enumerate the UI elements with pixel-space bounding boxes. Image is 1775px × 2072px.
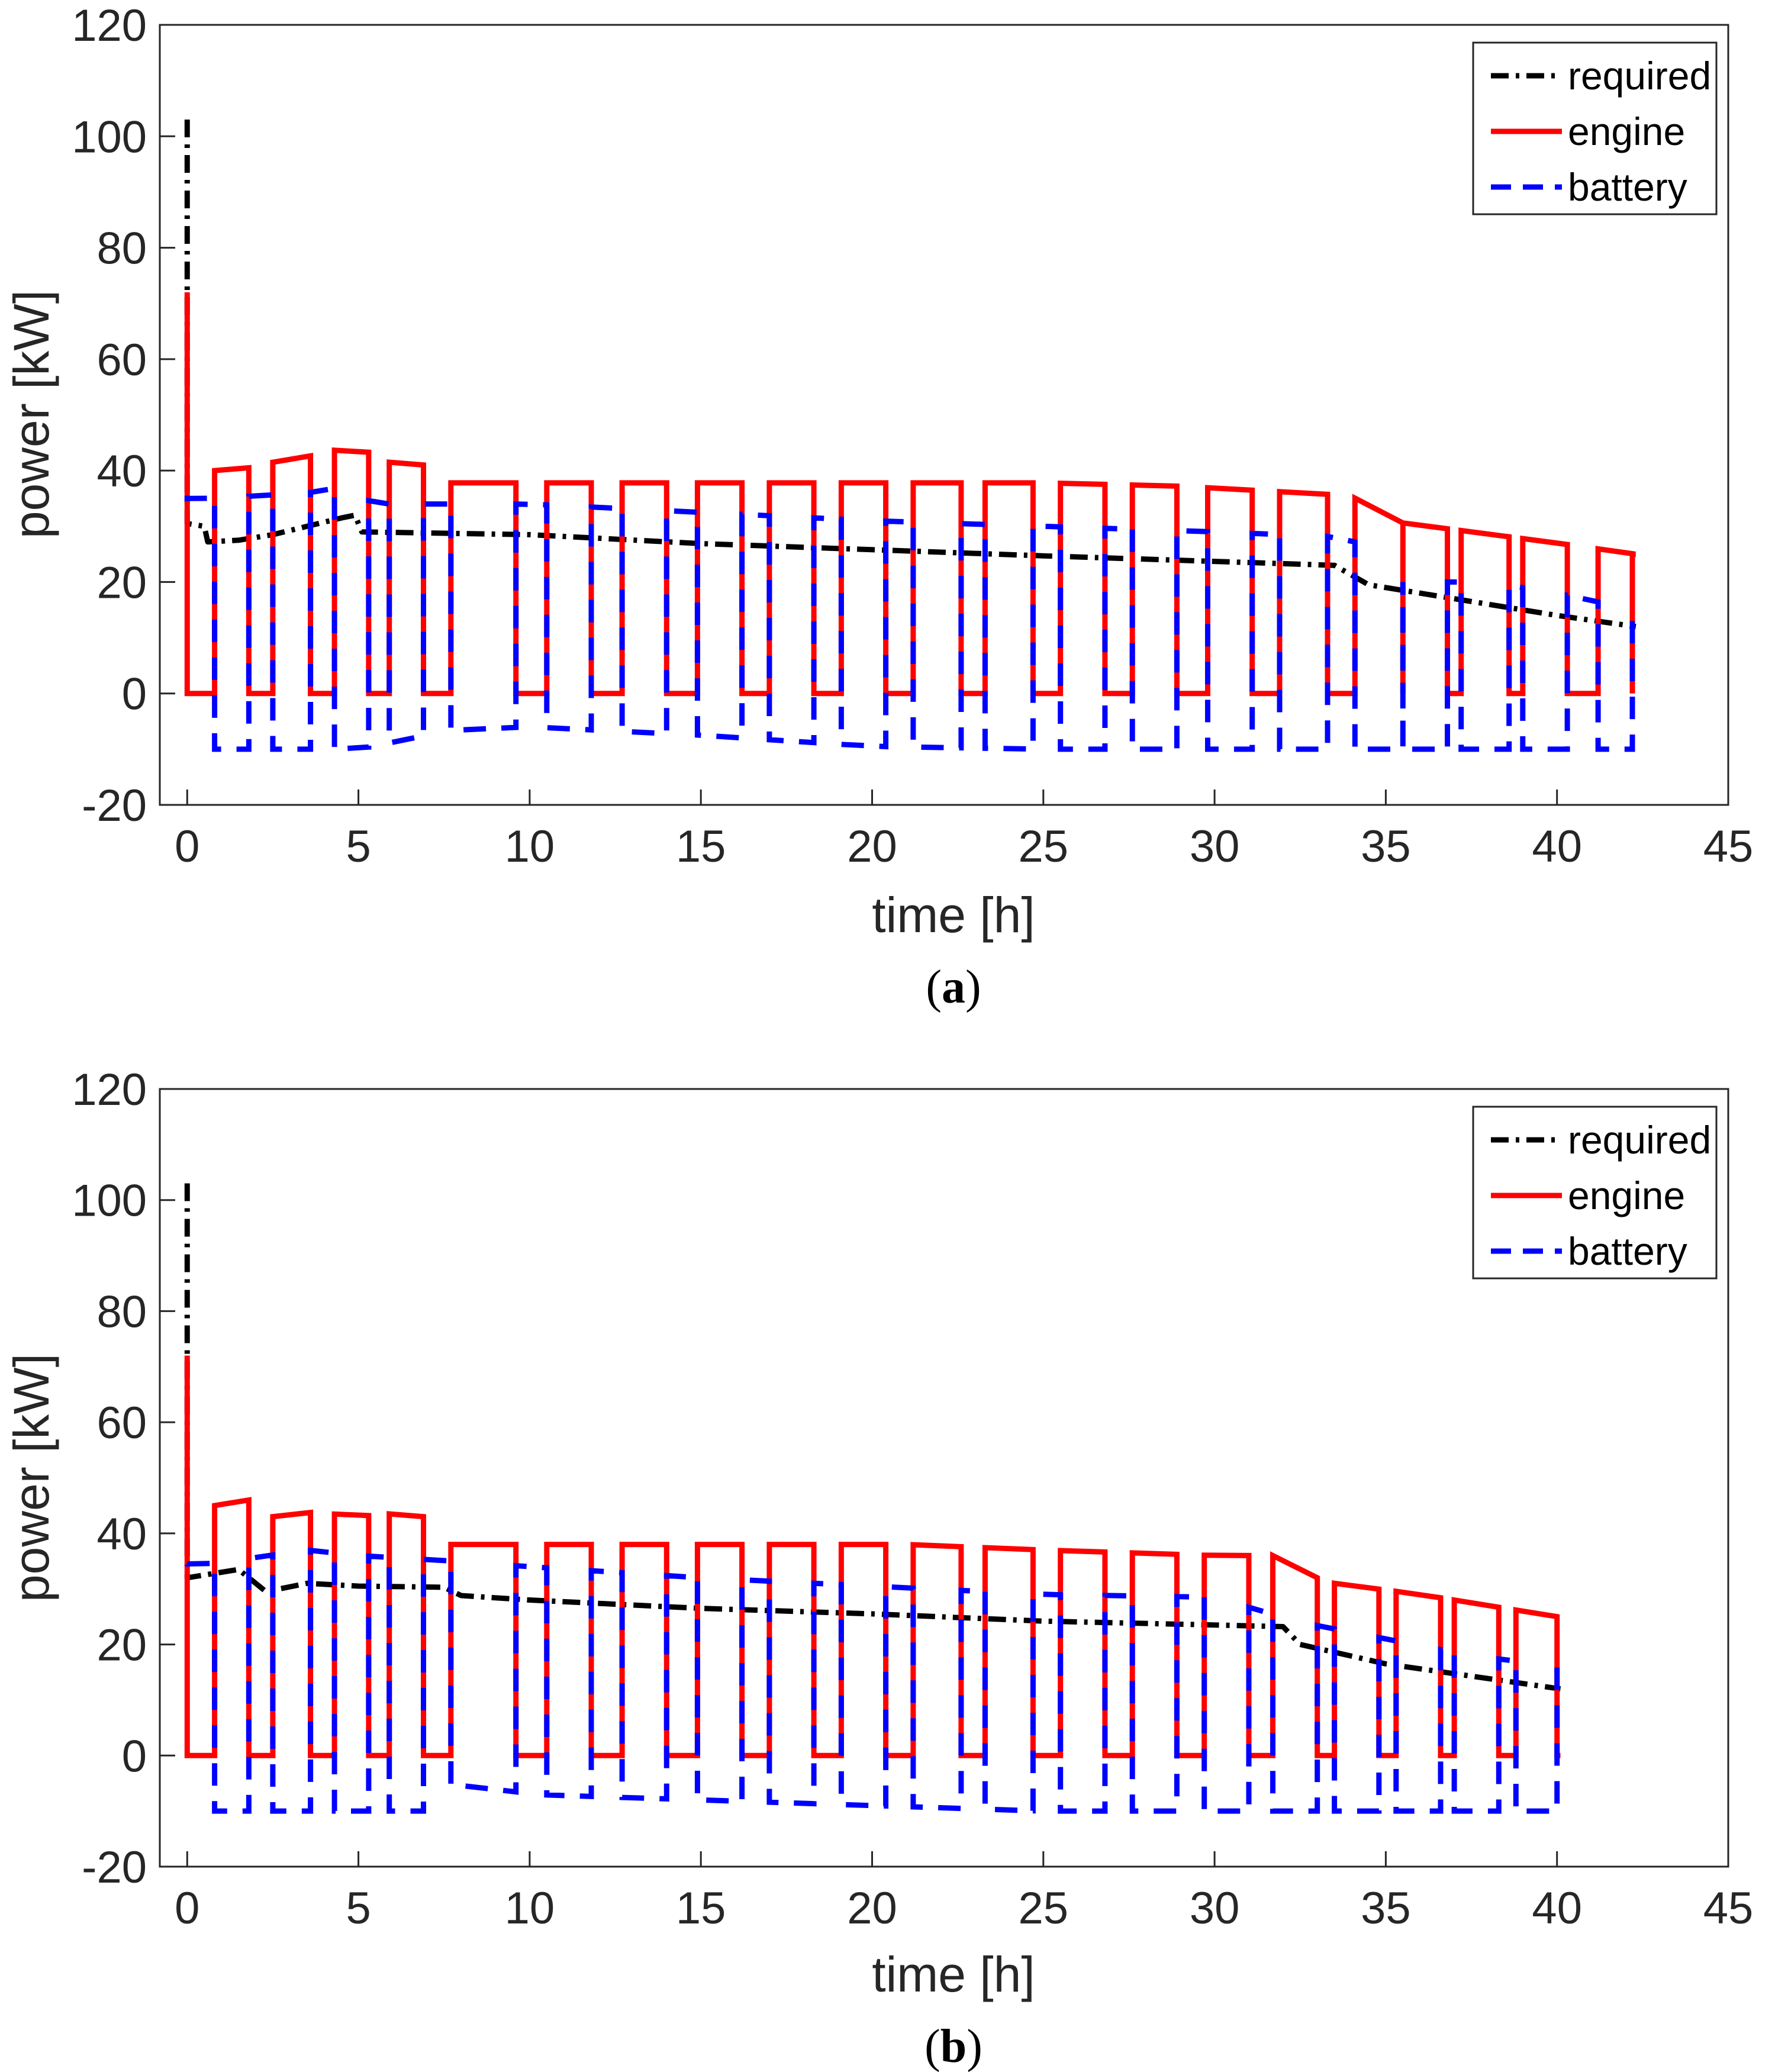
x-axis-label-b: time [h] xyxy=(872,1947,1035,2002)
x-tick-label-a-15: 15 xyxy=(676,821,726,872)
series-required-b xyxy=(184,1183,1561,1692)
y-axis-label-a: power [kW] xyxy=(4,290,59,539)
y-tick-label-a-80: 80 xyxy=(96,224,147,274)
ticks-b: 0 5 10 15 20 25 30 35 40 45 -20 0 20 40 60 80 100 120 xyxy=(72,1065,1753,1934)
x-tick-label-b-45: 45 xyxy=(1703,1883,1754,1934)
y-tick-label-a-20: 20 xyxy=(96,558,147,608)
x-tick-label-a-10: 10 xyxy=(505,821,555,872)
y-tick-label-a-40: 40 xyxy=(96,446,147,497)
caption-b: (b) xyxy=(924,2021,982,2072)
caption-a: (a) xyxy=(926,961,981,1013)
x-tick-label-a-40: 40 xyxy=(1532,821,1582,872)
legend-label-battery-a: battery xyxy=(1568,165,1687,209)
x-tick-label-a-20: 20 xyxy=(847,821,897,872)
caption-a-open: ( xyxy=(926,961,942,1013)
x-tick-label-a-5: 5 xyxy=(346,821,371,872)
panel-b: 0 5 10 15 20 25 30 35 40 45 -20 0 20 40 60 80 100 120 req… xyxy=(4,1065,1753,2072)
x-tick-label-a-25: 25 xyxy=(1019,821,1069,872)
y-tick-label-b-100: 100 xyxy=(72,1176,147,1226)
x-tick-label-b-40: 40 xyxy=(1532,1883,1582,1934)
series-a xyxy=(184,120,1637,752)
y-tick-label-b--20: -20 xyxy=(82,1842,147,1893)
y-tick-label-b-20: 20 xyxy=(96,1620,147,1671)
x-tick-label-b-20: 20 xyxy=(847,1883,897,1934)
y-tick-label-b-40: 40 xyxy=(96,1509,147,1559)
legend-box-a xyxy=(1472,41,1718,215)
series-battery-b xyxy=(185,1547,1561,1814)
y-tick-label-a-0: 0 xyxy=(122,669,147,720)
caption-b-open: ( xyxy=(924,2021,940,2072)
x-tick-label-b-0: 0 xyxy=(175,1883,199,1934)
x-tick-label-b-25: 25 xyxy=(1019,1883,1069,1934)
y-tick-label-a-60: 60 xyxy=(96,335,147,385)
caption-a-letter: a xyxy=(942,961,965,1013)
legend-label-required-a: required xyxy=(1568,54,1711,98)
x-tick-label-b-35: 35 xyxy=(1361,1883,1411,1934)
y-tick-label-b-0: 0 xyxy=(122,1731,147,1781)
legend-label-engine-a: engine xyxy=(1568,109,1685,153)
legend-label-battery-b: battery xyxy=(1568,1229,1687,1273)
y-axis-label-b: power [kW] xyxy=(4,1354,59,1602)
x-tick-label-a-35: 35 xyxy=(1361,821,1411,872)
legend-a: required engine battery xyxy=(1472,41,1718,215)
caption-a-close: ) xyxy=(965,961,981,1013)
y-tick-label-a-120: 120 xyxy=(72,1,147,51)
x-tick-label-b-10: 10 xyxy=(505,1883,555,1934)
legend-label-required-b: required xyxy=(1568,1118,1711,1162)
caption-b-letter: b xyxy=(940,2021,967,2072)
x-tick-label-b-30: 30 xyxy=(1190,1883,1240,1934)
x-tick-label-b-15: 15 xyxy=(676,1883,726,1934)
legend-label-engine-b: engine xyxy=(1568,1174,1685,1217)
x-axis-label-a: time [h] xyxy=(872,887,1035,943)
series-required-a xyxy=(184,120,1637,630)
x-tick-label-a-0: 0 xyxy=(175,821,199,872)
series-b xyxy=(184,1183,1561,1814)
ticks-a: 0 5 10 15 20 25 30 35 40 45 -20 0 20 40 60 80 100 120 xyxy=(72,1,1753,872)
caption-b-close: ) xyxy=(967,2021,982,2072)
y-tick-label-a-100: 100 xyxy=(72,112,147,162)
x-tick-label-a-30: 30 xyxy=(1190,821,1240,872)
legend-box-b xyxy=(1472,1106,1718,1280)
y-tick-label-b-80: 80 xyxy=(96,1287,147,1337)
panel-a: 0 5 10 15 20 25 30 35 40 45 -20 0 20 40 60 80 100 120 req… xyxy=(4,1,1753,1013)
y-tick-label-a--20: -20 xyxy=(82,781,147,831)
x-tick-label-a-45: 45 xyxy=(1703,821,1754,872)
y-tick-label-b-60: 60 xyxy=(96,1398,147,1448)
y-tick-label-b-120: 120 xyxy=(72,1065,147,1115)
x-tick-label-b-5: 5 xyxy=(346,1883,371,1934)
legend-b: required engine battery xyxy=(1472,1106,1718,1280)
